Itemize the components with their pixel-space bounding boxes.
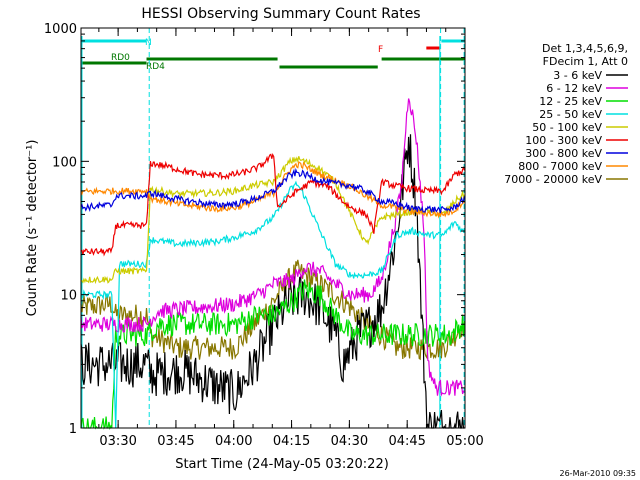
- y-axis-label: Count Rate (s⁻¹ detector⁻¹): [25, 140, 40, 317]
- x-tick-label: 05:00: [446, 434, 483, 449]
- axes-layer: 1 10 100 1000 03:30 03:45 04:00 04:15 04:30 04:45…: [44, 22, 484, 449]
- series-layer: [80, 98, 466, 430]
- series-line-6: [80, 153, 466, 257]
- legend-header: Det 1,3,4,5,6,9,: [542, 42, 628, 55]
- x-tick-label: 04:00: [215, 434, 252, 449]
- x-tick-label: 03:30: [99, 434, 136, 449]
- x-tick-label: 04:15: [273, 434, 310, 449]
- y-tick-label: 1000: [44, 22, 77, 37]
- series-line-4: [80, 180, 466, 429]
- y-tick-label: 100: [52, 155, 77, 170]
- x-tick-label: 04:45: [388, 434, 425, 449]
- series-line-5: [80, 156, 466, 285]
- legend: Det 1,3,4,5,6,9,FDecim 1, Att 03 - 6 keV…: [504, 42, 628, 186]
- legend-label: 800 - 7000 keV: [518, 160, 602, 173]
- legend-label: 7000 - 20000 keV: [504, 173, 602, 186]
- legend-label: 12 - 25 keV: [539, 95, 602, 108]
- flag-label-rd0: RD0: [111, 53, 130, 63]
- series-line-7: [80, 167, 466, 214]
- series-line-2: [80, 98, 465, 397]
- legend-label: 3 - 6 keV: [553, 69, 602, 82]
- flag-label-rd4: RD4: [146, 62, 165, 72]
- legend-label: 50 - 100 keV: [532, 121, 602, 134]
- flag-label-n: N: [145, 38, 152, 48]
- legend-header: FDecim 1, Att 0: [543, 55, 628, 68]
- legend-label: 25 - 50 keV: [539, 108, 602, 121]
- chart-title: HESSI Observing Summary Count Rates: [141, 6, 420, 22]
- x-tick-label: 04:30: [331, 434, 368, 449]
- footer-timestamp: 26-Mar-2010 09:35: [560, 469, 637, 478]
- plot-frame: [80, 27, 466, 429]
- x-axis-label: Start Time (24-May-05 03:20:22): [175, 457, 389, 472]
- legend-label: 100 - 300 keV: [525, 134, 602, 147]
- flag-label-f: F: [378, 45, 383, 55]
- x-tick-label: 03:45: [157, 434, 194, 449]
- series-line-3: [80, 279, 466, 430]
- y-tick-label: 1: [69, 422, 77, 437]
- legend-label: 6 - 12 keV: [546, 82, 602, 95]
- y-tick-label: 10: [60, 289, 77, 304]
- legend-label: 300 - 800 keV: [525, 147, 602, 160]
